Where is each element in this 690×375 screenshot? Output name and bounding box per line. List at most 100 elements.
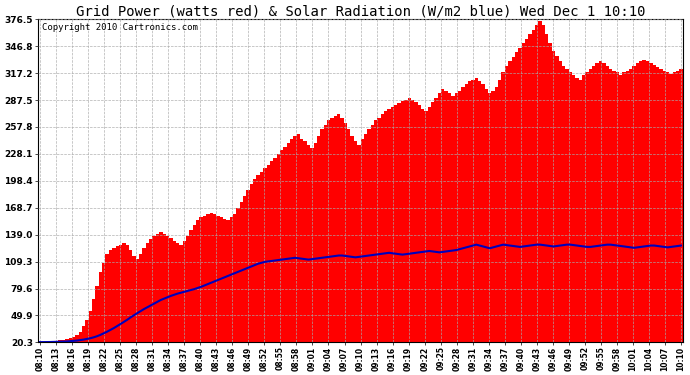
Bar	[495, 87, 498, 342]
Bar	[136, 259, 139, 342]
Bar	[428, 107, 431, 342]
Bar	[498, 80, 502, 342]
Bar	[632, 66, 635, 342]
Bar	[478, 81, 482, 342]
Bar	[387, 109, 391, 342]
Bar	[609, 69, 612, 342]
Bar	[357, 145, 361, 342]
Bar	[562, 66, 565, 342]
Bar	[183, 241, 186, 342]
Bar	[535, 25, 538, 342]
Bar	[455, 93, 458, 342]
Bar	[417, 105, 421, 342]
Bar	[549, 44, 552, 342]
Bar	[152, 236, 156, 342]
Bar	[444, 90, 448, 342]
Bar	[115, 246, 119, 342]
Bar	[635, 63, 639, 342]
Bar	[52, 341, 55, 342]
Bar	[552, 51, 555, 342]
Text: Copyright 2010 Cartronics.com: Copyright 2010 Cartronics.com	[41, 22, 197, 32]
Bar	[250, 184, 253, 342]
Bar	[226, 220, 230, 342]
Bar	[159, 232, 163, 342]
Bar	[414, 102, 417, 342]
Bar	[284, 147, 287, 342]
Bar	[132, 255, 136, 342]
Bar	[297, 134, 300, 342]
Bar	[169, 238, 172, 342]
Bar	[595, 63, 599, 342]
Bar	[260, 172, 263, 342]
Bar	[394, 105, 397, 342]
Bar	[555, 56, 558, 342]
Bar	[196, 220, 199, 342]
Bar	[109, 250, 112, 342]
Bar	[622, 72, 626, 342]
Bar	[233, 214, 237, 342]
Bar	[266, 165, 270, 342]
Bar	[95, 286, 99, 342]
Bar	[313, 143, 317, 342]
Bar	[482, 84, 484, 342]
Bar	[653, 65, 656, 342]
Bar	[347, 129, 351, 342]
Bar	[324, 125, 327, 342]
Bar	[79, 332, 82, 342]
Bar	[243, 196, 246, 342]
Bar	[575, 78, 579, 342]
Bar	[213, 214, 216, 342]
Bar	[615, 72, 619, 342]
Bar	[307, 145, 310, 342]
Bar	[193, 225, 196, 342]
Bar	[448, 93, 451, 342]
Bar	[230, 217, 233, 342]
Bar	[522, 44, 525, 342]
Bar	[99, 272, 102, 342]
Bar	[384, 111, 387, 342]
Bar	[505, 66, 509, 342]
Bar	[86, 320, 89, 342]
Bar	[629, 69, 632, 342]
Bar	[669, 74, 673, 342]
Bar	[65, 339, 68, 342]
Bar	[659, 69, 662, 342]
Bar	[166, 236, 169, 342]
Bar	[565, 69, 569, 342]
Bar	[304, 141, 307, 342]
Bar	[277, 154, 280, 342]
Bar	[290, 140, 293, 342]
Bar	[102, 263, 106, 342]
Bar	[327, 120, 331, 342]
Bar	[538, 21, 542, 342]
Bar	[397, 103, 401, 342]
Bar	[186, 236, 189, 342]
Bar	[585, 72, 589, 342]
Bar	[408, 98, 411, 342]
Bar	[642, 60, 646, 342]
Bar	[119, 244, 122, 342]
Bar	[122, 243, 126, 342]
Bar	[488, 93, 491, 342]
Bar	[484, 89, 488, 342]
Bar	[75, 335, 79, 342]
Bar	[437, 93, 441, 342]
Bar	[404, 100, 408, 342]
Bar	[253, 179, 257, 342]
Bar	[287, 143, 290, 342]
Bar	[156, 234, 159, 342]
Bar	[62, 340, 65, 342]
Bar	[55, 341, 59, 342]
Bar	[569, 72, 572, 342]
Bar	[646, 62, 649, 342]
Bar	[179, 244, 183, 342]
Bar	[263, 168, 266, 342]
Bar	[82, 326, 86, 342]
Bar	[579, 80, 582, 342]
Bar	[139, 254, 142, 342]
Bar	[72, 337, 75, 342]
Bar	[149, 239, 152, 342]
Bar	[92, 299, 95, 342]
Bar	[361, 140, 364, 342]
Bar	[619, 75, 622, 342]
